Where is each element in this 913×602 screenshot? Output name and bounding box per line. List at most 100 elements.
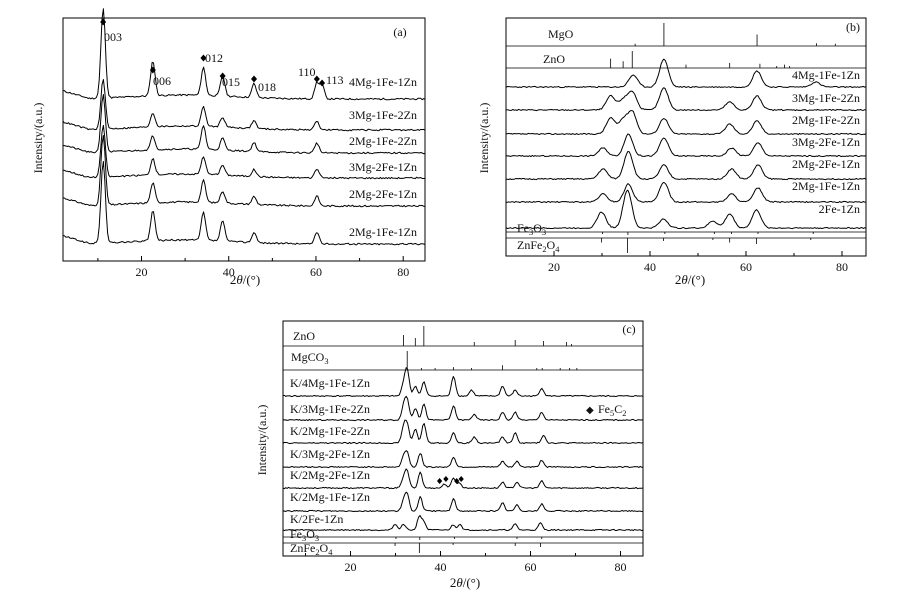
x-axis-title-part: /(°) — [243, 272, 260, 287]
annotation-label: 110 — [298, 65, 316, 79]
x-tick-label: 40 — [223, 265, 235, 279]
series-line — [62, 94, 426, 155]
series-line — [63, 8, 426, 101]
x-tick-label: 20 — [548, 260, 560, 274]
plot-frame — [282, 320, 644, 557]
peak-marker — [200, 54, 207, 62]
phase-marker — [443, 476, 449, 482]
x-axis-title-part: θ — [236, 272, 243, 287]
series-label: 2Mg-2Fe-1Zn — [349, 187, 417, 201]
x-axis-title-part: /(°) — [463, 575, 480, 590]
legend-text-part: Fe — [598, 402, 610, 416]
reference-label-part: 2 — [542, 245, 546, 254]
reference-label: ZnO — [543, 52, 565, 66]
x-tick-label: 40 — [644, 260, 656, 274]
phase-marker — [454, 478, 460, 484]
peak-marker — [149, 66, 156, 74]
x-axis-title-part: 2 — [675, 272, 682, 287]
reference-label: Fe3O3 — [517, 221, 546, 237]
x-tick-label: 60 — [525, 560, 537, 574]
x-tick-label: 60 — [740, 260, 752, 274]
series-line — [505, 151, 867, 181]
series-line — [505, 181, 867, 204]
peak-marker — [219, 72, 226, 80]
phase-marker — [458, 476, 464, 482]
y-axis-title: Intensity/(a.u.) — [31, 103, 45, 174]
x-axis-title-part: θ — [681, 272, 688, 287]
series-line — [506, 110, 867, 136]
annotation-label: 015 — [222, 75, 240, 89]
peak-marker — [319, 79, 326, 87]
x-axis-title-part: θ — [456, 575, 463, 590]
series-label: K/2Mg-1Fe-1Zn — [290, 490, 370, 504]
annotation-label: 006 — [153, 74, 171, 88]
series-line — [282, 491, 644, 513]
series-label: 2Mg-1Fe-1Zn — [792, 179, 860, 193]
x-tick-label: 20 — [136, 265, 148, 279]
annotation-label: 012 — [205, 51, 223, 65]
reference-label-part: 3 — [302, 534, 306, 543]
series-line — [282, 450, 644, 469]
y-axis-title: Intensity/(a.u.) — [255, 405, 269, 476]
reference-label: ZnFe2O4 — [290, 541, 333, 557]
reference-label: MgCO3 — [291, 350, 329, 366]
series-line — [282, 367, 644, 398]
reference-label-part: 3 — [542, 228, 546, 237]
series-label: 3Mg-1Fe-2Zn — [349, 108, 417, 122]
series-line — [62, 161, 426, 246]
x-tick-label: 60 — [310, 265, 322, 279]
series-line — [62, 79, 426, 132]
phase-marker — [437, 478, 443, 484]
reference-label-part: ZnFe — [290, 541, 315, 555]
series-line — [505, 189, 867, 230]
series-label: K/4Mg-1Fe-1Zn — [290, 376, 370, 390]
legend-text-part: 5 — [610, 409, 614, 418]
x-axis-title-part: 2 — [230, 272, 237, 287]
reference-label-part: 4 — [328, 548, 333, 557]
legend-text-part: C — [614, 402, 622, 416]
x-tick-label: 20 — [345, 560, 357, 574]
series-label: 3Mg-2Fe-1Zn — [792, 135, 860, 149]
legend-symbol: ◆ — [586, 405, 594, 416]
reference-label-part: O — [533, 221, 542, 235]
panel-label: (a) — [393, 25, 406, 39]
series-label: K/2Mg-2Fe-1Zn — [290, 468, 370, 482]
x-tick-label: 80 — [397, 265, 409, 279]
peak-marker — [251, 75, 258, 83]
reference-label-part: O — [547, 238, 556, 252]
series-label: K/2Mg-1Fe-2Zn — [290, 424, 370, 438]
series-label: 2Mg-1Fe-1Zn — [349, 225, 417, 239]
series-label: 4Mg-1Fe-1Zn — [792, 68, 860, 82]
series-label: K/3Mg-1Fe-2Zn — [290, 402, 370, 416]
x-tick-label: 80 — [615, 560, 627, 574]
reference-label-part: O — [306, 527, 315, 541]
series-line — [505, 133, 867, 158]
annotation-label: 003 — [104, 30, 122, 44]
reference-label-part: 3 — [315, 534, 319, 543]
series-label: 3Mg-2Fe-1Zn — [349, 160, 417, 174]
annotation-label: 018 — [258, 80, 276, 94]
x-tick-label: 40 — [435, 560, 447, 574]
series-label: K/3Mg-2Fe-1Zn — [290, 447, 370, 461]
reference-label-part: O — [320, 541, 329, 555]
series-line — [282, 419, 644, 445]
reference-label-part: 2 — [315, 548, 319, 557]
reference-label: Fe3O3 — [290, 527, 319, 543]
reference-label-part: 4 — [555, 245, 560, 254]
reference-label-part: 3 — [324, 357, 328, 366]
x-axis-title: 2θ/(°) — [675, 272, 705, 287]
series-label: 2Fe-1Zn — [819, 202, 860, 216]
y-axis-title: Intensity/(a.u.) — [477, 103, 491, 174]
reference-label-part: ZnFe — [517, 238, 542, 252]
panel-a: (a) 4Mg-1Fe-1Zn 3Mg-1Fe-2Zn 2Mg-1Fe-2Zn 3Mg-… — [31, 8, 426, 287]
series-line — [62, 124, 426, 180]
series-label: 4Mg-1Fe-1Zn — [349, 75, 417, 89]
series-line — [62, 135, 426, 208]
panel-c: (c)ZnOMgCO3K/4Mg-1Fe-1ZnK/3Mg-1Fe-2ZnK/2… — [255, 320, 644, 590]
x-axis-title: 2θ/(°) — [450, 575, 480, 590]
plot-frame — [505, 17, 867, 257]
series-label: 2Mg-1Fe-2Zn — [792, 113, 860, 127]
reference-label: MgO — [548, 27, 574, 41]
panel-label: (b) — [846, 20, 860, 34]
